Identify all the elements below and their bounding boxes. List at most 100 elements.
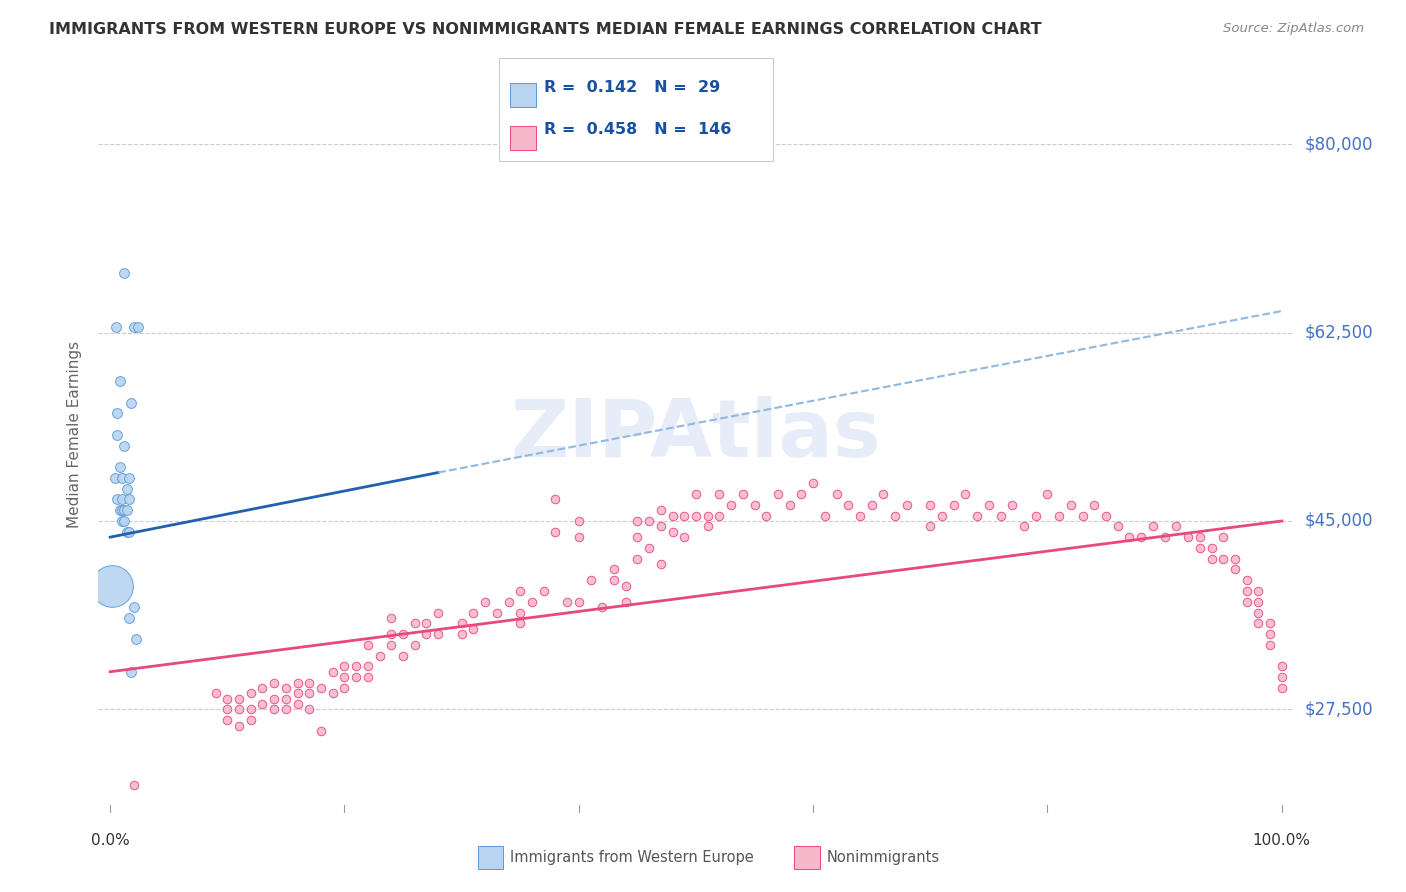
Point xyxy=(104,471,127,485)
Point xyxy=(638,541,661,555)
Point xyxy=(650,557,672,571)
Point xyxy=(638,514,661,528)
Point xyxy=(533,584,555,599)
Point xyxy=(415,627,437,641)
Point xyxy=(252,697,274,711)
Point xyxy=(709,487,731,501)
Point xyxy=(115,524,138,539)
Point xyxy=(520,595,543,609)
Point xyxy=(814,508,837,523)
Point xyxy=(498,595,520,609)
Point xyxy=(122,320,145,334)
Point xyxy=(626,514,648,528)
Point xyxy=(252,681,274,695)
Point xyxy=(1083,498,1105,512)
Point xyxy=(344,659,367,673)
Point xyxy=(404,638,426,652)
Point xyxy=(696,508,718,523)
Point xyxy=(274,702,297,716)
Point xyxy=(1223,551,1246,566)
Point xyxy=(322,686,344,700)
Point xyxy=(450,627,472,641)
Point xyxy=(357,638,380,652)
Point xyxy=(650,503,672,517)
Point xyxy=(661,524,683,539)
Point xyxy=(544,524,567,539)
Point xyxy=(415,616,437,631)
Point xyxy=(204,686,226,700)
Point xyxy=(731,487,754,501)
Point xyxy=(287,686,309,700)
Point xyxy=(1177,530,1199,544)
Point xyxy=(217,702,239,716)
Point xyxy=(579,573,602,587)
Point xyxy=(1223,562,1246,576)
Point xyxy=(696,519,718,533)
Point xyxy=(105,427,128,442)
Point xyxy=(217,713,239,727)
Point xyxy=(614,595,637,609)
Text: $80,000: $80,000 xyxy=(1305,135,1374,153)
Point xyxy=(463,622,485,636)
Point xyxy=(228,702,250,716)
Point xyxy=(274,691,297,706)
Point xyxy=(709,508,731,523)
Point xyxy=(884,508,907,523)
Point xyxy=(544,492,567,507)
Point xyxy=(111,492,134,507)
Point xyxy=(779,498,801,512)
Y-axis label: Median Female Earnings: Median Female Earnings xyxy=(67,342,83,528)
Point xyxy=(1247,606,1270,620)
Point xyxy=(931,508,953,523)
Point xyxy=(614,579,637,593)
Point xyxy=(1166,519,1188,533)
Point xyxy=(1258,638,1281,652)
Point xyxy=(108,503,131,517)
Point xyxy=(115,482,138,496)
Text: $62,500: $62,500 xyxy=(1305,324,1374,342)
Point xyxy=(427,606,450,620)
Point xyxy=(1188,541,1211,555)
Point xyxy=(263,702,285,716)
Point xyxy=(685,487,707,501)
Text: 0.0%: 0.0% xyxy=(91,833,129,848)
Point xyxy=(1130,530,1153,544)
Text: 100.0%: 100.0% xyxy=(1253,833,1310,848)
Point xyxy=(118,492,141,507)
Point xyxy=(1201,551,1223,566)
Text: Immigrants from Western Europe: Immigrants from Western Europe xyxy=(510,850,754,864)
Point xyxy=(1271,681,1294,695)
Point xyxy=(1188,530,1211,544)
Point xyxy=(333,681,356,695)
Point xyxy=(1025,508,1047,523)
Point xyxy=(344,670,367,684)
Text: ZIPAtlas: ZIPAtlas xyxy=(510,396,882,474)
Point xyxy=(591,600,613,615)
Point xyxy=(685,508,707,523)
Point xyxy=(333,670,356,684)
Point xyxy=(1247,595,1270,609)
Point xyxy=(111,503,134,517)
Point xyxy=(942,498,965,512)
Point xyxy=(1107,519,1129,533)
Point xyxy=(118,611,141,625)
Point xyxy=(955,487,977,501)
Point xyxy=(966,508,988,523)
Text: Source: ZipAtlas.com: Source: ZipAtlas.com xyxy=(1223,22,1364,36)
Point xyxy=(896,498,918,512)
Point xyxy=(118,524,141,539)
Point xyxy=(333,659,356,673)
Text: $45,000: $45,000 xyxy=(1305,512,1374,530)
Point xyxy=(105,406,128,420)
Point xyxy=(357,659,380,673)
Point xyxy=(392,648,415,663)
Point xyxy=(287,675,309,690)
Point xyxy=(217,691,239,706)
Point xyxy=(825,487,848,501)
Point xyxy=(720,498,742,512)
Point xyxy=(1212,551,1234,566)
Point xyxy=(380,638,402,652)
Point xyxy=(603,573,626,587)
Point xyxy=(127,320,149,334)
Point xyxy=(1247,616,1270,631)
